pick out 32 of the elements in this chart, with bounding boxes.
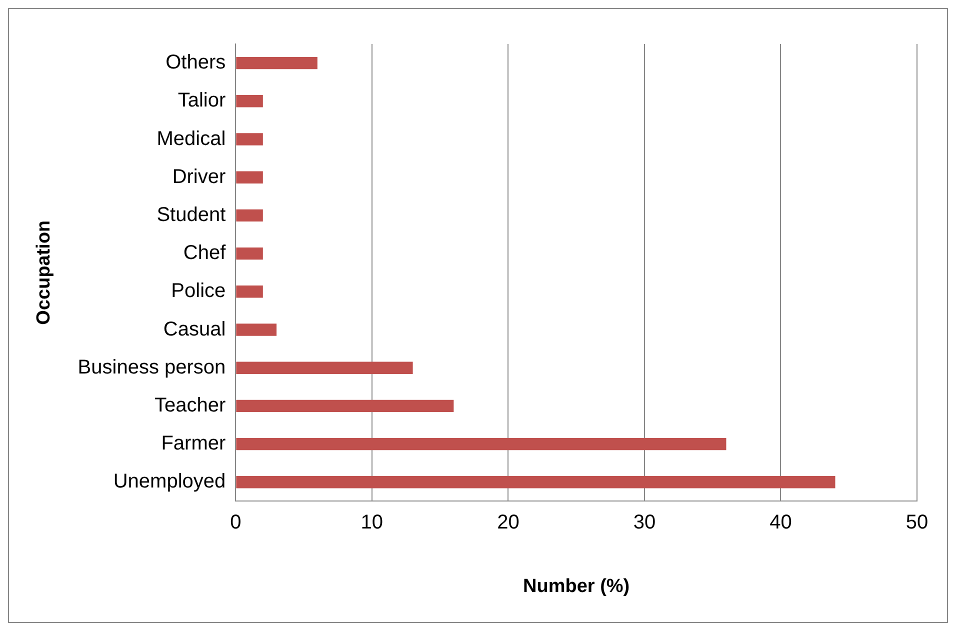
bar	[236, 286, 263, 298]
y-tick-label: Farmer	[161, 432, 226, 455]
y-tick-label: Police	[171, 280, 226, 302]
y-tick-label: Unemployed	[113, 470, 226, 493]
x-tick-label: 40	[770, 512, 792, 534]
y-tick-label: Casual	[163, 318, 226, 340]
bar	[236, 476, 836, 488]
bar	[236, 247, 263, 260]
y-tick-label: Medical	[156, 128, 226, 150]
y-tick-label: Talior	[178, 90, 226, 112]
bar	[236, 171, 263, 184]
bar	[236, 56, 318, 70]
y-tick-label: Others	[166, 52, 226, 74]
x-tick-label: 0	[230, 512, 242, 534]
bar	[236, 438, 726, 450]
x-tick-label: 20	[497, 512, 520, 534]
y-axis-title: Occupation	[34, 220, 55, 325]
y-tick-label: Teacher	[154, 394, 226, 416]
bar	[236, 362, 413, 374]
x-axis-title: Number (%)	[523, 576, 630, 597]
bar	[236, 324, 277, 336]
x-tick-label: 10	[360, 512, 384, 534]
y-tick-label: Business person	[78, 356, 226, 378]
x-tick-label: 50	[906, 512, 928, 534]
y-tick-label: Chef	[183, 242, 226, 264]
bar	[236, 95, 263, 108]
x-tick-label: 30	[633, 512, 656, 534]
bar	[236, 133, 263, 146]
y-tick-label: Driver	[172, 166, 226, 188]
bar	[236, 209, 263, 222]
bar	[236, 400, 454, 412]
y-tick-label: Student	[156, 204, 226, 226]
